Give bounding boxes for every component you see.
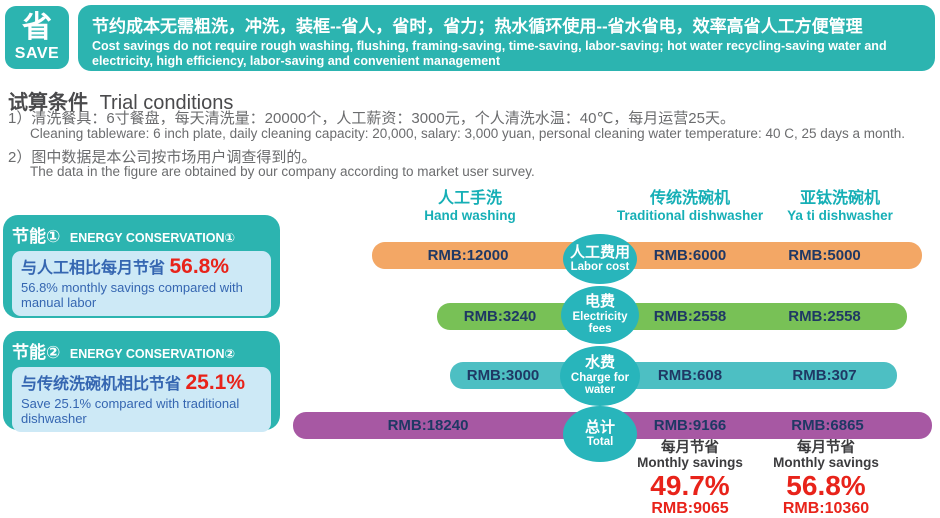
column-header-yati-dishwasher: 亚钛洗碗机 Ya ti dishwasher <box>755 189 925 224</box>
energy-box-1-title-cn: 节能① <box>12 227 61 246</box>
column-header-cn: 传统洗碗机 <box>649 190 730 207</box>
badge-label-cn: 总计 <box>584 418 615 436</box>
trial-item-2-cn: 2）图中数据是本公司按市场用户调查得到的。 <box>8 149 317 166</box>
header-banner: 节约成本无需粗洗，冲洗，装框--省人，省时，省力；热水循环使用--省水省电，效率… <box>78 5 935 71</box>
monthly-savings-yati: 每月节省 Monthly savings 56.8% RMB:10360 <box>746 440 906 518</box>
monthly-savings-traditional: 每月节省 Monthly savings 49.7% RMB:9065 <box>610 440 770 518</box>
savings-label-en: Monthly savings <box>773 455 879 470</box>
column-header-cn: 人工手洗 <box>437 190 502 207</box>
energy-box-2-header: 节能② ENERGY CONSERVATION② <box>12 338 271 363</box>
badge-labor-cost: 人工费用 Labor cost <box>563 234 637 284</box>
value-labor-hand: RMB:12000 <box>427 247 509 264</box>
trial-conditions-title: 试算条件 Trial conditions <box>8 86 233 115</box>
save-icon-cn: 省 <box>22 10 52 44</box>
column-header-cn: 亚钛洗碗机 <box>799 190 880 207</box>
badge-label-en: Labor cost <box>570 261 630 274</box>
energy-box-1-header: 节能① ENERGY CONSERVATION① <box>12 222 271 247</box>
energy-box-2-title-cn: 节能② <box>12 343 61 362</box>
value-total-traditional: RMB:9166 <box>653 417 727 434</box>
energy-box-1-highlight: 与人工相比每月节省 56.8% <box>21 256 262 280</box>
column-header-en: Hand washing <box>424 208 516 224</box>
value-water-hand: RMB:3000 <box>466 367 540 384</box>
highlight-value: 56.8% <box>169 255 230 278</box>
header-title-en: Cost savings do not require rough washin… <box>92 39 887 68</box>
savings-label-cn: 每月节省 <box>797 440 855 456</box>
header-title-cn: 节约成本无需粗洗，冲洗，装框--省人，省时，省力；热水循环使用--省水省电，效率… <box>92 17 863 36</box>
highlight-text-cn: 与传统洗碗机相比节省 <box>21 376 182 393</box>
save-icon-en: SAVE <box>14 44 60 62</box>
trial-title-en: Trial conditions <box>99 92 234 114</box>
bar-water-charge <box>450 362 897 389</box>
savings-percent: 49.7% <box>650 470 730 501</box>
badge-total: 总计 Total <box>563 406 637 462</box>
energy-box-1-title-en: ENERGY CONSERVATION① <box>69 231 236 245</box>
value-labor-traditional: RMB:6000 <box>653 247 727 264</box>
energy-box-2-highlight: 与传统洗碗机相比节省 25.1% <box>21 372 262 396</box>
bar-electricity-fees <box>437 303 907 330</box>
badge-label-en: Total <box>586 436 614 449</box>
highlight-text-cn: 与人工相比每月节省 <box>21 260 166 277</box>
energy-conservation-box-2: 节能② ENERGY CONSERVATION② 与传统洗碗机相比节省 25.1… <box>3 331 280 433</box>
value-electricity-traditional: RMB:2558 <box>653 308 727 325</box>
energy-box-1-desc-en: 56.8% monthly savings compared with manu… <box>21 280 243 310</box>
savings-percent: 56.8% <box>786 470 866 501</box>
badge-label-en: Charge for water <box>570 371 630 397</box>
column-header-traditional-dishwasher: 传统洗碗机 Traditional dishwasher <box>595 189 785 224</box>
savings-amount: RMB:9065 <box>651 500 729 517</box>
column-header-en: Ya ti dishwasher <box>787 208 893 224</box>
energy-box-2-title-en: ENERGY CONSERVATION② <box>69 347 236 361</box>
savings-amount: RMB:10360 <box>782 500 870 517</box>
trial-item-1-en: Cleaning tableware: 6 inch plate, daily … <box>30 126 906 141</box>
value-labor-yati: RMB:5000 <box>788 247 861 264</box>
value-total-yati: RMB:6865 <box>791 417 864 434</box>
column-header-hand-washing: 人工手洗 Hand washing <box>395 189 545 224</box>
value-water-yati: RMB:307 <box>792 367 857 384</box>
column-header-en: Traditional dishwasher <box>616 208 764 224</box>
trial-item-1-cn: 1）清洗餐具：6寸餐盘，每天清洗量：20000个，人工薪资：3000元，个人清洗… <box>8 110 735 127</box>
badge-water-charge: 水费 Charge for water <box>560 346 640 406</box>
bar-labor-cost <box>372 242 922 269</box>
trial-item-2-en: The data in the figure are obtained by o… <box>30 164 535 179</box>
value-electricity-yati: RMB:2558 <box>788 308 861 325</box>
savings-label-en: Monthly savings <box>637 455 743 470</box>
badge-electricity-fees: 电费 Electricity fees <box>561 286 639 344</box>
energy-box-2-desc-en: Save 25.1% compared with traditional dis… <box>21 396 240 426</box>
energy-box-2-note: 与传统洗碗机相比节省 25.1% Save 25.1% compared wit… <box>12 367 271 433</box>
badge-label-cn: 电费 <box>584 293 615 311</box>
energy-box-1-note: 与人工相比每月节省 56.8% 56.8% monthly savings co… <box>12 251 271 317</box>
save-icon: 省 SAVE <box>5 6 69 69</box>
badge-label-cn: 水费 <box>584 354 615 372</box>
trial-title-cn: 试算条件 <box>8 92 88 114</box>
value-total-hand: RMB:18240 <box>387 417 469 434</box>
badge-label-en: Electricity fees <box>572 310 628 336</box>
savings-label-cn: 每月节省 <box>661 440 719 456</box>
energy-conservation-box-1: 节能① ENERGY CONSERVATION① 与人工相比每月节省 56.8%… <box>3 215 280 318</box>
value-electricity-hand: RMB:3240 <box>463 308 537 325</box>
badge-label-cn: 人工费用 <box>569 243 630 261</box>
highlight-value: 25.1% <box>185 371 246 394</box>
value-water-traditional: RMB:608 <box>657 367 723 384</box>
